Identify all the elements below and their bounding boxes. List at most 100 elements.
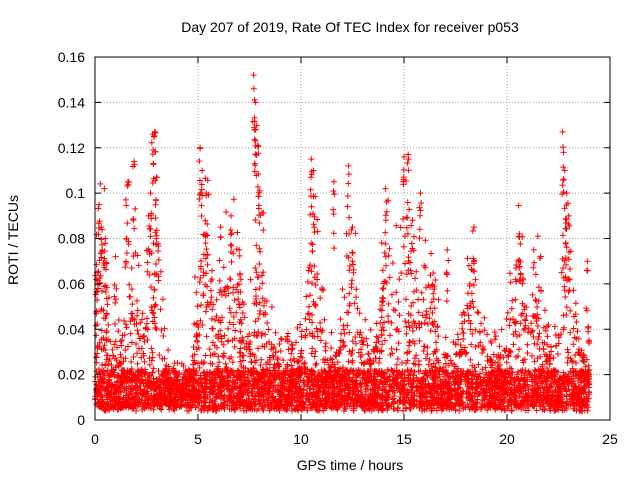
data-point xyxy=(403,330,410,337)
data-point xyxy=(456,381,463,388)
data-point xyxy=(285,346,292,353)
data-point xyxy=(140,380,147,387)
data-point xyxy=(252,286,259,293)
data-point xyxy=(192,404,199,411)
data-point xyxy=(564,346,571,353)
data-point xyxy=(203,246,210,253)
data-point xyxy=(230,321,237,328)
data-point xyxy=(362,380,369,387)
data-point xyxy=(287,357,294,364)
data-point xyxy=(349,384,356,391)
data-point xyxy=(295,386,302,393)
data-point xyxy=(253,242,260,249)
data-point xyxy=(434,357,441,364)
data-point xyxy=(230,284,237,291)
data-point xyxy=(517,278,524,285)
data-point xyxy=(293,339,300,346)
data-point xyxy=(346,290,353,297)
data-point xyxy=(440,364,447,371)
data-point xyxy=(108,404,115,411)
data-point xyxy=(415,361,422,368)
data-point xyxy=(367,377,374,384)
data-point xyxy=(559,232,566,239)
data-point xyxy=(569,358,576,365)
data-point xyxy=(121,317,128,324)
data-point xyxy=(249,385,256,392)
data-point xyxy=(236,369,243,376)
data-point xyxy=(516,346,523,353)
data-point xyxy=(374,334,381,341)
data-point xyxy=(378,239,385,246)
data-point xyxy=(432,328,439,335)
data-point xyxy=(140,333,147,340)
data-point xyxy=(411,288,418,295)
data-point xyxy=(135,262,142,269)
data-point xyxy=(405,254,412,261)
data-point xyxy=(129,301,136,308)
data-point xyxy=(296,383,303,390)
data-point xyxy=(470,401,477,408)
data-point xyxy=(540,324,547,331)
data-point xyxy=(365,405,372,412)
data-point xyxy=(427,402,434,409)
data-point xyxy=(291,369,298,376)
data-point xyxy=(269,372,276,379)
data-point xyxy=(518,393,525,400)
data-point xyxy=(367,386,374,393)
data-point xyxy=(146,361,153,368)
data-point xyxy=(143,247,150,254)
data-point xyxy=(209,397,216,404)
data-point xyxy=(252,264,259,271)
data-point xyxy=(584,407,591,414)
data-point xyxy=(196,379,203,386)
data-point xyxy=(393,361,400,368)
data-point xyxy=(550,392,557,399)
data-point xyxy=(402,260,409,267)
data-point xyxy=(230,196,237,203)
data-point xyxy=(232,327,239,334)
data-point xyxy=(99,361,106,368)
data-point xyxy=(278,382,285,389)
data-point xyxy=(541,369,548,376)
data-point xyxy=(228,368,235,375)
data-point xyxy=(93,332,100,339)
data-point xyxy=(100,334,107,341)
data-point xyxy=(215,371,222,378)
data-point xyxy=(523,313,530,320)
data-point xyxy=(393,222,400,229)
data-point xyxy=(431,286,438,293)
data-point xyxy=(513,354,520,361)
data-point xyxy=(201,399,208,406)
data-point xyxy=(504,309,511,316)
data-point xyxy=(118,342,125,349)
data-point xyxy=(536,330,543,337)
data-point xyxy=(528,320,535,327)
data-point xyxy=(362,407,369,414)
data-point xyxy=(211,342,218,349)
data-point xyxy=(314,228,321,235)
data-point xyxy=(135,375,142,382)
data-point xyxy=(471,373,478,380)
data-point xyxy=(328,376,335,383)
data-point xyxy=(129,315,136,322)
data-point xyxy=(500,354,507,361)
data-point xyxy=(357,387,364,394)
data-point xyxy=(231,343,238,350)
data-point xyxy=(529,382,536,389)
data-point xyxy=(567,329,574,336)
data-point xyxy=(158,390,165,397)
data-point xyxy=(231,297,238,304)
data-point xyxy=(192,274,198,281)
data-point xyxy=(410,247,417,254)
data-point xyxy=(384,392,391,399)
data-point xyxy=(380,381,387,388)
data-point xyxy=(573,319,580,326)
data-point xyxy=(400,243,407,250)
data-point xyxy=(341,380,348,387)
data-point xyxy=(292,406,299,413)
data-point xyxy=(572,300,579,307)
data-point xyxy=(506,270,513,277)
data-point xyxy=(276,340,283,347)
data-point xyxy=(305,374,312,381)
data-point xyxy=(255,315,262,322)
